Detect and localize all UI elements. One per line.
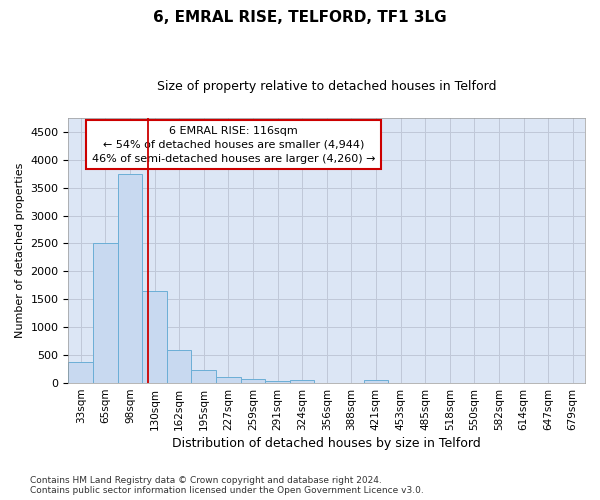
- X-axis label: Distribution of detached houses by size in Telford: Distribution of detached houses by size …: [172, 437, 481, 450]
- Bar: [118, 174, 142, 383]
- Bar: [216, 377, 241, 383]
- Text: Contains HM Land Registry data © Crown copyright and database right 2024.
Contai: Contains HM Land Registry data © Crown c…: [30, 476, 424, 495]
- Text: 6 EMRAL RISE: 116sqm
← 54% of detached houses are smaller (4,944)
46% of semi-de: 6 EMRAL RISE: 116sqm ← 54% of detached h…: [92, 126, 376, 164]
- Bar: [142, 291, 167, 383]
- Title: Size of property relative to detached houses in Telford: Size of property relative to detached ho…: [157, 80, 496, 93]
- Bar: [68, 362, 93, 383]
- Bar: [191, 370, 216, 383]
- Bar: [93, 244, 118, 383]
- Y-axis label: Number of detached properties: Number of detached properties: [15, 162, 25, 338]
- Text: 6, EMRAL RISE, TELFORD, TF1 3LG: 6, EMRAL RISE, TELFORD, TF1 3LG: [153, 10, 447, 25]
- Bar: [364, 380, 388, 383]
- Bar: [290, 380, 314, 383]
- Bar: [265, 380, 290, 383]
- Bar: [241, 380, 265, 383]
- Bar: [167, 350, 191, 383]
